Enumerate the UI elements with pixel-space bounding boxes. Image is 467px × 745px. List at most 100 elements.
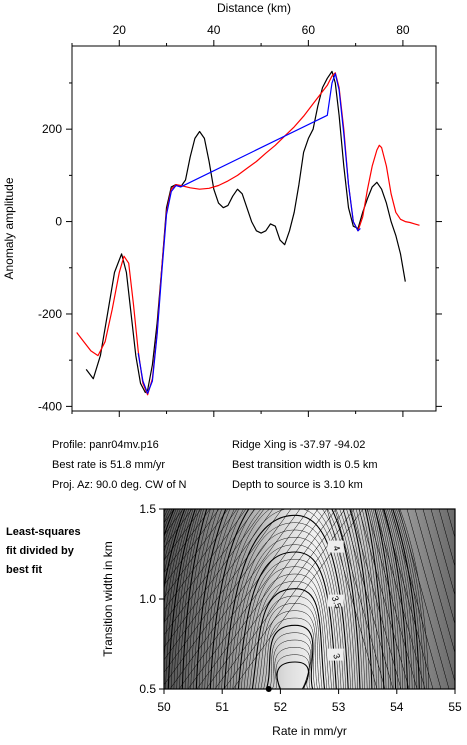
contour-line: [260, 610, 318, 689]
contour-line: [430, 509, 455, 597]
contour-line: [212, 509, 358, 689]
contour-line: [164, 509, 202, 561]
contour-line: [179, 509, 387, 689]
x-tick-label: 20: [113, 23, 127, 37]
contour-line: [215, 509, 356, 689]
contour-line: [164, 509, 427, 689]
contour-line: [232, 509, 364, 689]
contour-line: [251, 588, 326, 689]
contour-line: [326, 509, 378, 689]
best-fit-point: [265, 686, 272, 692]
profile-text: Profile: panr04mv.p16: [52, 439, 159, 451]
contour-label: 4: [331, 544, 342, 552]
side-annotation-line: fit divided by: [6, 545, 74, 557]
profile-series-group: [76, 70, 420, 396]
contour-line: [334, 509, 386, 689]
contour-line: [205, 509, 337, 689]
contour-line: [406, 509, 455, 683]
contour-line: [164, 509, 256, 636]
contour-line: [164, 509, 409, 689]
contour-line: [167, 509, 397, 689]
ridge-crossing-text: Ridge Xing is -37.97 -94.02: [232, 439, 366, 451]
side-annotation-line: best fit: [6, 564, 43, 576]
contour-line: [223, 514, 349, 689]
contour-line: [198, 509, 370, 689]
contour-line: [366, 509, 418, 689]
contour-line: [438, 509, 455, 568]
contour-line: [164, 509, 229, 599]
contour-line: [164, 509, 420, 689]
contour-label-backdrop: [327, 648, 344, 661]
best-rate-text: Best rate is 51.8 mm/yr: [52, 459, 166, 471]
contour-line: [165, 509, 399, 689]
depth-to-source-text: Depth to source is 3.10 km: [232, 479, 363, 491]
contour-line: [196, 509, 328, 689]
contour-line: [382, 509, 434, 689]
contour-line: [164, 509, 247, 623]
contour-line: [214, 509, 346, 689]
contour-line: [422, 509, 455, 626]
contour-line: [176, 509, 389, 689]
contour-label-backdrop: [327, 594, 344, 607]
contour-line: [164, 509, 238, 611]
contour-line: [164, 509, 265, 648]
side-annotation-line: Least-squares: [6, 526, 81, 538]
contour-line: [350, 509, 402, 689]
contour-line: [246, 573, 330, 689]
x-tick-label: 50: [157, 700, 171, 714]
best-transition-width-text: Best transition width is 0.5 km: [232, 459, 378, 471]
contour-line: [358, 509, 410, 689]
contour-line: [164, 509, 274, 661]
contour-line: [275, 654, 310, 689]
x-tick-label: 80: [396, 23, 410, 37]
contour-line: [342, 509, 394, 689]
contour-line: [454, 509, 455, 510]
x-tick-label: 55: [448, 700, 462, 714]
contour-line: [164, 509, 292, 686]
contour-line: [178, 509, 310, 689]
x-tick-label: 54: [390, 700, 404, 714]
contour-line: [164, 509, 193, 549]
x-tick-label: 53: [332, 700, 346, 714]
contour-line: [207, 509, 363, 689]
y-tick-label: 0.5: [139, 682, 156, 696]
contour-line: [237, 551, 337, 689]
x-axis-title: Distance (km): [217, 1, 291, 15]
y-tick-label: -400: [38, 399, 62, 413]
contour-label: 3.5: [330, 595, 344, 610]
contour-line: [187, 509, 319, 689]
y-axis-title: Transition width in km: [101, 541, 115, 657]
contour-line: [374, 509, 426, 689]
contour-line: [390, 509, 442, 689]
contour-line: [223, 509, 355, 689]
contour-line: [201, 509, 368, 689]
model-anomaly-line: [76, 72, 420, 396]
contour-line: [249, 581, 328, 689]
contour-line: [190, 509, 377, 689]
contour-line: [463, 509, 467, 689]
contour-line: [173, 509, 392, 689]
fitted-segment-line: [137, 73, 361, 394]
contour-label-backdrop: [327, 540, 344, 553]
contour-line: [164, 509, 220, 586]
x-tick-label: 52: [274, 700, 288, 714]
y-tick-label: -200: [38, 307, 62, 321]
contour-line: [195, 509, 373, 689]
contour-line: [265, 624, 314, 689]
x-tick-label: 40: [207, 23, 221, 37]
contour-line: [184, 509, 382, 689]
contour-line: [268, 632, 312, 689]
contour-line: [263, 617, 316, 689]
y-tick-label: 200: [42, 122, 62, 136]
y-tick-label: 1.0: [139, 592, 156, 606]
contour-line: [254, 595, 323, 689]
contour-line: [414, 509, 455, 654]
contour-line: [193, 509, 375, 689]
contour-line: [181, 509, 385, 689]
contour-line: [169, 509, 301, 689]
profile-plot-frame: [71, 45, 437, 412]
projection-azimuth-text: Proj. Az: 90.0 deg. CW of N: [52, 479, 187, 491]
contour-line: [218, 509, 354, 689]
side-annotation: Least-squares fit divided by best fit: [6, 523, 106, 580]
